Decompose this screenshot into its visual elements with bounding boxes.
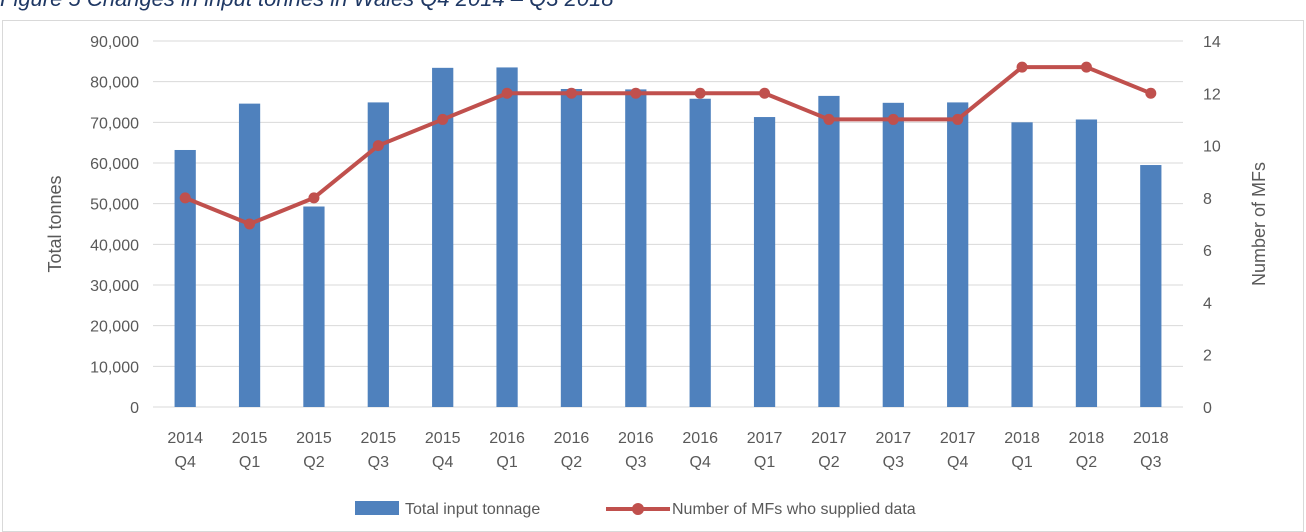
y-axis-title-right: Number of MFs	[1249, 162, 1269, 286]
line-point	[244, 218, 256, 230]
x-tick-label-year: 2016	[489, 430, 525, 447]
line-point	[1145, 87, 1157, 99]
left-axis-ticks: 0 10,000 20,000 30,000 40,000 50,000 60,000 70,…	[90, 34, 139, 417]
y-axis-title: Total tonnes	[45, 175, 65, 272]
bar	[238, 103, 261, 408]
x-axis-ticks: 2014 Q4 2015 Q1 2015 Q2 2015 Q3 2015 Q4 2016 Q1 2016…	[167, 430, 1168, 471]
bar	[1075, 119, 1098, 407]
x-tick-label-year: 2016	[554, 430, 590, 447]
line-point	[952, 113, 964, 125]
legend-swatch-tonnage	[355, 501, 399, 515]
combo-chart: 0 10,000 20,000 30,000 40,000 50,000 60,000 70,…	[45, 34, 1269, 518]
line-point	[887, 113, 899, 125]
x-tick-label-quarter: Q3	[368, 454, 389, 471]
right-axis-ticks: 0 2 4 6 8 10 12 14	[1203, 34, 1221, 417]
line-point	[437, 113, 449, 125]
x-tick-label-quarter: Q4	[175, 454, 196, 471]
y-tick-label: 30,000	[90, 278, 139, 295]
y-tick-label-right: 2	[1203, 348, 1212, 365]
x-tick-label-quarter: Q2	[561, 454, 582, 471]
y-tick-label-right: 8	[1203, 191, 1212, 208]
x-tick-label-quarter: Q4	[947, 454, 968, 471]
y-tick-label: 80,000	[90, 75, 139, 92]
line-point	[1016, 61, 1028, 73]
gridlines	[153, 40, 1183, 408]
line-point	[630, 87, 642, 99]
bar	[882, 102, 904, 408]
y-tick-label: 60,000	[90, 156, 139, 173]
bar	[174, 149, 196, 407]
x-tick-label-year: 2014	[167, 430, 203, 447]
bar	[625, 89, 647, 407]
x-tick-label-year: 2018	[1069, 430, 1105, 447]
x-tick-label-year: 2015	[232, 430, 268, 447]
bar	[1011, 122, 1033, 407]
line-series	[179, 61, 1157, 230]
y-tick-label-right: 0	[1203, 400, 1212, 417]
x-tick-label-quarter: Q2	[303, 454, 324, 471]
bar	[689, 98, 711, 407]
y-tick-label: 20,000	[90, 319, 139, 336]
bar	[367, 102, 389, 407]
x-tick-label-quarter: Q3	[883, 454, 904, 471]
x-tick-label-quarter: Q1	[239, 454, 260, 471]
series-line	[184, 65, 1152, 226]
x-tick-label-quarter: Q1	[1011, 454, 1032, 471]
y-tick-label: 70,000	[90, 115, 139, 132]
line-point	[372, 140, 384, 152]
y-tick-label: 90,000	[90, 34, 139, 51]
x-tick-label-quarter: Q2	[1076, 454, 1097, 471]
x-tick-label-year: 2016	[618, 430, 654, 447]
line-point	[565, 87, 577, 99]
line-point	[694, 87, 706, 99]
bar	[432, 67, 454, 407]
x-tick-label-quarter: Q2	[818, 454, 839, 471]
line-point	[1080, 61, 1092, 73]
x-tick-label-year: 2017	[940, 430, 976, 447]
bar	[560, 88, 583, 407]
bar	[303, 206, 325, 407]
line-point	[308, 192, 320, 204]
bar	[496, 67, 518, 407]
y-tick-label: 40,000	[90, 237, 139, 254]
y-tick-label: 10,000	[90, 359, 139, 376]
figure-caption: Figure 5 Changes in input tonnes in Wale…	[0, 0, 614, 12]
y-tick-label-right: 4	[1203, 295, 1212, 312]
line-point	[823, 113, 835, 125]
bar	[1140, 165, 1162, 407]
x-tick-label-year: 2017	[811, 430, 847, 447]
x-tick-label-quarter: Q3	[625, 454, 646, 471]
x-tick-label-quarter: Q1	[496, 454, 517, 471]
line-point	[179, 192, 191, 204]
legend-marker-mfs	[632, 503, 644, 515]
bar-series	[174, 67, 1162, 408]
x-tick-label-year: 2015	[296, 430, 332, 447]
legend: Total input tonnage Number of MFs who su…	[355, 501, 916, 518]
y-tick-label: 50,000	[90, 197, 139, 214]
y-tick-label-right: 14	[1203, 34, 1221, 51]
bar	[818, 95, 840, 408]
y-tick-label-right: 12	[1203, 86, 1221, 103]
bar	[947, 102, 969, 407]
x-tick-label-year: 2018	[1004, 430, 1040, 447]
chart-frame: 0 10,000 20,000 30,000 40,000 50,000 60,000 70,…	[2, 20, 1304, 532]
legend-label-tonnage: Total input tonnage	[405, 501, 540, 518]
y-tick-label-right: 10	[1203, 139, 1221, 156]
x-tick-label-year: 2015	[361, 430, 397, 447]
x-tick-label-year: 2016	[682, 430, 718, 447]
line-point	[759, 87, 771, 99]
legend-label-mfs: Number of MFs who supplied data	[672, 501, 916, 518]
x-tick-label-quarter: Q1	[754, 454, 775, 471]
x-tick-label-year: 2017	[747, 430, 783, 447]
y-tick-label: 0	[130, 400, 139, 417]
line-point	[501, 87, 513, 99]
bar	[753, 117, 776, 408]
x-tick-label-quarter: Q3	[1140, 454, 1161, 471]
x-tick-label-quarter: Q4	[432, 454, 453, 471]
x-tick-label-year: 2018	[1133, 430, 1169, 447]
x-tick-label-year: 2015	[425, 430, 461, 447]
y-tick-label-right: 6	[1203, 243, 1212, 260]
x-tick-label-year: 2017	[876, 430, 912, 447]
x-tick-label-quarter: Q4	[690, 454, 711, 471]
